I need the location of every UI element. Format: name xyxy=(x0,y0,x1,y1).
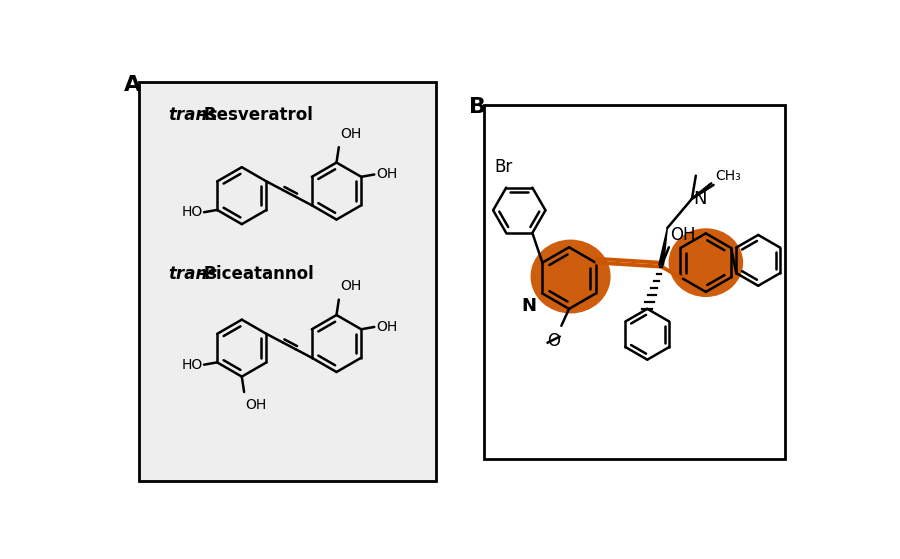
Text: -Resveratrol: -Resveratrol xyxy=(197,106,313,124)
Text: O: O xyxy=(547,332,560,350)
Text: OH: OH xyxy=(246,398,267,412)
Text: OH: OH xyxy=(376,168,397,182)
Text: HO: HO xyxy=(181,358,202,372)
Text: A: A xyxy=(124,75,141,95)
Text: OH: OH xyxy=(340,280,362,293)
Ellipse shape xyxy=(531,240,610,314)
Ellipse shape xyxy=(669,228,743,297)
Text: B: B xyxy=(469,97,486,117)
Text: CH₃: CH₃ xyxy=(716,169,741,183)
Text: OH: OH xyxy=(376,320,397,334)
Bar xyxy=(484,105,785,459)
Text: OH: OH xyxy=(340,127,362,141)
Polygon shape xyxy=(659,228,667,265)
Text: OH: OH xyxy=(670,226,696,244)
Text: N: N xyxy=(521,296,536,315)
Text: N: N xyxy=(694,190,707,208)
Text: HO: HO xyxy=(181,205,202,219)
Text: -Piceatannol: -Piceatannol xyxy=(197,265,314,283)
Text: trans: trans xyxy=(168,265,218,283)
Bar xyxy=(140,82,436,481)
Text: Br: Br xyxy=(495,158,513,176)
Text: trans: trans xyxy=(168,106,218,124)
